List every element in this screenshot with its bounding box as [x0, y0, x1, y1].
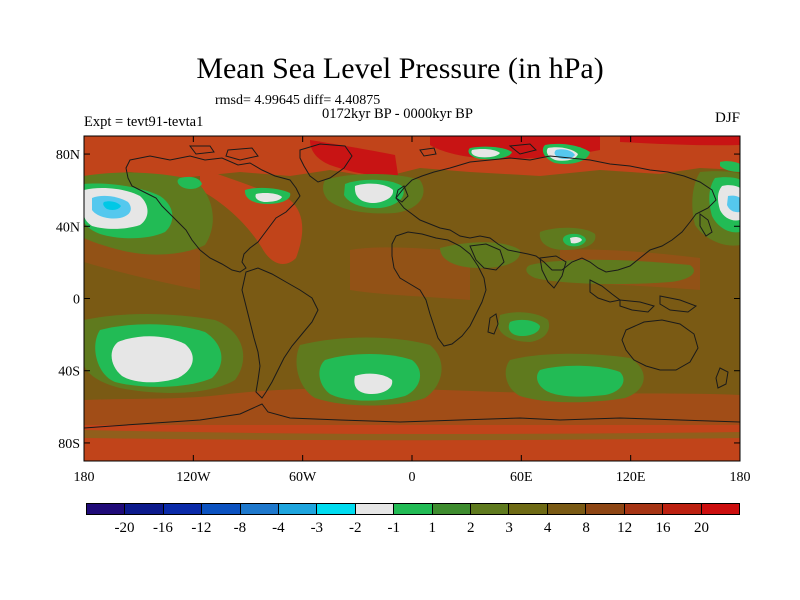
colorbar-box [509, 504, 548, 514]
colorbar-box [355, 504, 395, 514]
colorbar-box [394, 504, 433, 514]
experiment-label: Expt = tevt91-tevta1 [84, 114, 204, 130]
colorbar-label: 12 [617, 520, 633, 536]
lat-label: 80N [56, 148, 80, 163]
lon-label: 0 [409, 470, 416, 485]
latitude-axis: 80N 40N 0 40S 80S [56, 148, 740, 452]
coastlines [84, 143, 740, 429]
colorbar-box [432, 504, 472, 514]
colorbar-label: 8 [582, 520, 590, 536]
colorbar-box [701, 504, 739, 514]
colorbar-label: 16 [655, 520, 671, 536]
colorbar [86, 503, 740, 515]
lat-label: 0 [73, 293, 80, 308]
colorbar-box [202, 504, 241, 514]
colorbar-label: 20 [694, 520, 710, 536]
colorbar-box [317, 504, 356, 514]
colorbar-box [240, 504, 280, 514]
colorbar-box [125, 504, 164, 514]
colorbar-box [586, 504, 625, 514]
colorbar-label: -12 [191, 520, 212, 536]
colorbar-label: 2 [466, 520, 475, 536]
colorbar-label: -4 [272, 520, 285, 536]
longitude-axis: 180 120W 60W 0 60E 120E 180 [74, 136, 751, 485]
colorbar-label: 1 [428, 520, 436, 536]
lon-label: 60W [289, 470, 317, 485]
colorbar-box [87, 504, 126, 514]
colorbar-label: 4 [543, 520, 552, 536]
colorbar-label: -16 [152, 520, 173, 536]
lat-label: 40S [58, 365, 80, 380]
lon-label: 120E [616, 470, 646, 485]
colorbar-box [624, 504, 664, 514]
colorbar-label: -2 [349, 520, 362, 536]
colorbar-box [663, 504, 702, 514]
lon-label: 60E [510, 470, 533, 485]
season-label: DJF [714, 110, 740, 126]
colorbar-label: -8 [233, 520, 247, 536]
colorbar-box [163, 504, 203, 514]
colorbar-label: -3 [310, 520, 324, 536]
map-field [84, 136, 740, 461]
map-title: Mean Sea Level Pressure (in hPa) [196, 52, 604, 85]
stats-label: rmsd= 4.99645 diff= 4.40875 [215, 93, 381, 108]
lat-label: 80S [58, 437, 80, 452]
colorbar-label: -20 [114, 520, 135, 536]
colorbar-box [471, 504, 510, 514]
lon-label: 180 [730, 470, 751, 485]
colorbar-label: 3 [505, 520, 513, 536]
colorbar-box [547, 504, 587, 514]
colorbar-box [279, 504, 318, 514]
colorbar-label: -1 [387, 520, 401, 536]
lat-label: 40N [56, 220, 80, 235]
lon-label: 120W [176, 470, 211, 485]
period-label: 0172kyr BP - 0000kyr BP [322, 106, 473, 122]
lon-label: 180 [74, 470, 95, 485]
field-negative-mid [103, 201, 121, 210]
